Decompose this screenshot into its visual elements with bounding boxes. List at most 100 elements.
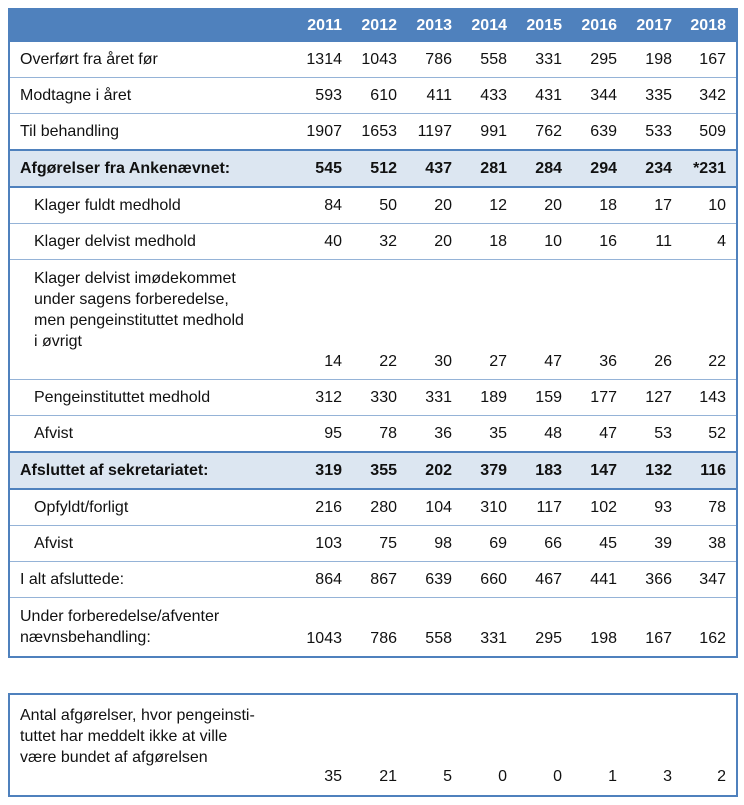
row-label: Til behandling [20, 123, 120, 140]
value-cell: 347 [699, 570, 726, 588]
value-cell: 216 [315, 498, 342, 516]
value-cell: 1043 [306, 630, 342, 647]
row-label: Overført fra året før [20, 51, 158, 68]
value-cell: 53 [654, 424, 672, 442]
value-cell: 202 [425, 461, 452, 479]
value-cell: 143 [699, 388, 726, 406]
value-cell: 116 [700, 461, 726, 479]
value-cell: 280 [370, 498, 397, 516]
value-cell: 312 [315, 388, 342, 406]
table-row: Afsluttet af sekretariatet: 319 355 202 379 1… [9, 452, 737, 489]
value-cell: 27 [489, 353, 507, 370]
value-cell: 342 [699, 86, 726, 104]
value-cell: 40 [324, 232, 342, 250]
row-label: Klager delvist medhold [34, 233, 196, 250]
value-cell: 331 [535, 50, 562, 68]
value-cell: 84 [324, 196, 342, 214]
value-cell: 35 [489, 424, 507, 442]
value-cell: 189 [480, 388, 507, 406]
year-header-row: 2011 2012 2013 2014 2015 2016 2017 2018 [9, 9, 737, 42]
row-label: Modtagne i året [20, 87, 132, 104]
table-row: Til behandling 1907 1653 1197 991 762 639 533 50… [9, 113, 737, 151]
value-cell: 1314 [306, 50, 342, 68]
statistics-table-body: Overført fra året før 1314 1043 786 558 331 29… [9, 42, 737, 657]
value-cell: 52 [708, 424, 726, 442]
value-cell: 379 [480, 461, 507, 479]
value-cell: 35 [324, 768, 342, 785]
value-cell: 66 [544, 534, 562, 552]
value-cell: 294 [590, 159, 617, 177]
value-cell: 786 [425, 50, 452, 68]
value-cell: 14 [324, 353, 342, 370]
value-cell: 21 [379, 768, 397, 785]
year-header-cell: 2013 [407, 9, 462, 42]
table-row: Pengeinstituttet medhold 312 330 331 189 159 1… [9, 379, 737, 416]
value-cell: 330 [370, 388, 397, 406]
value-cell: 48 [544, 424, 562, 442]
value-cell: 22 [379, 353, 397, 370]
row-label: Klager fuldt medhold [34, 197, 181, 214]
year-header-cell: 2012 [352, 9, 407, 42]
value-cell: 5 [443, 768, 452, 785]
value-cell: 331 [480, 630, 507, 647]
year-header-cell: 2014 [462, 9, 517, 42]
value-cell: 319 [315, 461, 342, 479]
value-cell: 558 [480, 50, 507, 68]
table-row: Afvist 95 78 36 35 48 47 53 52 [9, 415, 737, 453]
value-cell: 98 [434, 534, 452, 552]
value-cell: 355 [370, 461, 397, 479]
value-cell: 467 [535, 570, 562, 588]
value-cell: 310 [480, 498, 507, 516]
row-label: Afvist [34, 425, 74, 442]
value-cell: 132 [645, 461, 672, 479]
value-cell: 198 [645, 50, 672, 68]
non-compliance-table-body: Antal afgørelser, hvor pengeinsti-tuttet… [9, 694, 737, 796]
value-cell: 127 [645, 388, 672, 406]
value-cell: 331 [425, 388, 452, 406]
value-cell: 509 [699, 122, 726, 140]
value-cell: 558 [425, 630, 452, 647]
value-cell: 1197 [417, 122, 452, 140]
value-cell: 864 [315, 570, 342, 588]
value-cell: 45 [599, 534, 617, 552]
value-cell: 411 [426, 86, 452, 104]
value-cell: 335 [645, 86, 672, 104]
row-label-line: Antal afgørelser, hvor pengeinsti- [20, 707, 255, 724]
value-cell: 284 [535, 159, 562, 177]
year-header-cell: 2017 [627, 9, 682, 42]
value-cell: 533 [645, 122, 672, 140]
value-cell: 18 [489, 232, 507, 250]
row-label: Under forberedelse/afventer nævnsbehandli… [9, 598, 297, 658]
value-cell: 50 [379, 196, 397, 214]
value-cell: 198 [590, 630, 617, 647]
value-cell: 93 [654, 498, 672, 516]
value-cell: *231 [693, 159, 726, 177]
value-cell: 344 [590, 86, 617, 104]
value-cell: 69 [489, 534, 507, 552]
value-cell: 512 [370, 159, 397, 177]
table-row: Modtagne i året 593 610 411 433 431 344 335 342 [9, 77, 737, 114]
value-cell: 32 [379, 232, 397, 250]
row-label-line: i øvrigt [34, 333, 82, 350]
table-row: Afvist 103 75 98 69 66 45 39 38 [9, 525, 737, 562]
value-cell: 639 [425, 570, 452, 588]
row-label: Opfyldt/forligt [34, 499, 129, 516]
value-cell: 20 [434, 196, 452, 214]
year-header-cell: 2015 [517, 9, 572, 42]
value-cell: 991 [480, 122, 507, 140]
table-row: Afgørelser fra Ankenævnet: 545 512 437 281 28… [9, 150, 737, 187]
value-cell: 75 [379, 534, 397, 552]
value-cell: 1907 [306, 122, 342, 140]
row-label-line: under sagens forberedelse, [34, 291, 229, 308]
row-label: Antal afgørelser, hvor pengeinsti-tuttet… [9, 694, 297, 796]
row-label-line: Under forberedelse/afventer [20, 608, 220, 625]
value-cell: 102 [590, 498, 617, 516]
value-cell: 762 [535, 122, 562, 140]
value-cell: 39 [654, 534, 672, 552]
value-cell: 20 [544, 196, 562, 214]
value-cell: 11 [655, 232, 672, 250]
value-cell: 437 [425, 159, 452, 177]
row-label: Afgørelser fra Ankenævnet: [20, 160, 231, 177]
value-cell: 867 [370, 570, 397, 588]
